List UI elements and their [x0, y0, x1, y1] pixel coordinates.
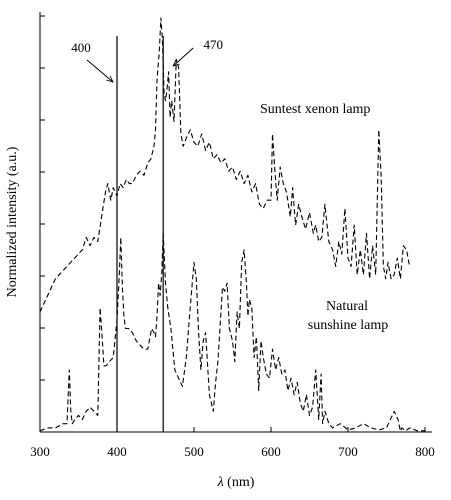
annotations: 400 470 [71, 36, 223, 432]
x-tick-label: 500 [184, 444, 204, 459]
x-tick-label: 400 [107, 444, 127, 459]
x-tick-label: 800 [415, 444, 435, 459]
x-tick-label: 300 [30, 444, 50, 459]
axis-ticks: 300 400 500 600 700 800 [30, 15, 435, 459]
x-axis-label: λ (nm) [217, 475, 255, 490]
series-natural-line [39, 232, 425, 432]
annotation-arrow [173, 47, 194, 66]
x-tick-label: 600 [261, 444, 281, 459]
annotation-arrow [86, 59, 113, 82]
annotation-label: 400 [71, 40, 91, 55]
series-label-xenon: Suntest xenon lamp [260, 102, 370, 117]
series-xenon-line [39, 17, 411, 313]
series-lines [39, 17, 425, 432]
x-tick-label: 700 [338, 444, 358, 459]
axes [39, 12, 432, 433]
annotation-label: 470 [203, 37, 223, 52]
series-label-natural-line2: sunshine lamp [308, 318, 389, 333]
y-axis-label: Normalized intensity (a.u.) [5, 146, 20, 297]
series-label-natural-line1: Natural [326, 299, 368, 314]
